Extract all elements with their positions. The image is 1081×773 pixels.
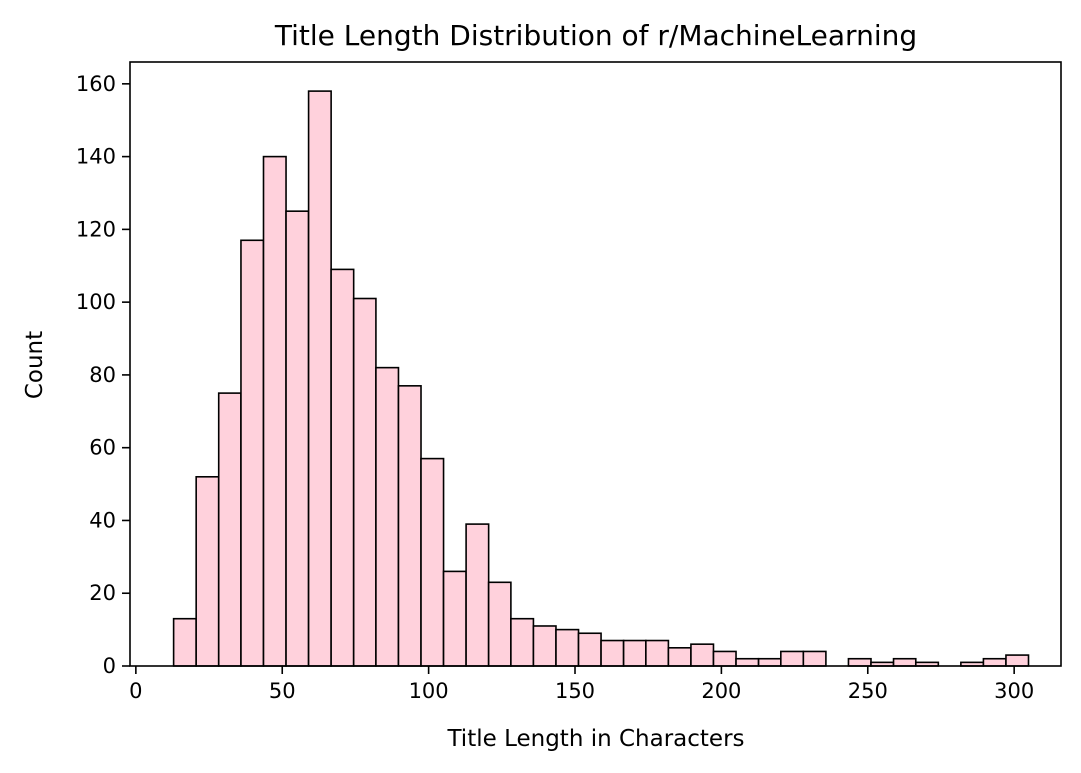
histogram-bar [622,639,647,667]
histogram-bar [330,268,355,667]
histogram-bar [757,657,782,667]
histogram-bar [397,385,422,667]
chart-title: Title Length Distribution of r/MachineLe… [274,19,917,52]
x-tick-label: 50 [269,679,296,703]
histogram-bar [532,625,557,667]
histogram-bar [285,210,310,667]
histogram-bar [217,392,242,667]
y-tick-label: 160 [76,72,116,96]
y-tick-label: 0 [103,654,116,678]
histogram-bar [487,581,512,667]
histogram-bar [352,297,377,667]
histogram-bar [577,632,602,667]
x-tick-label: 300 [994,679,1034,703]
histogram-bar [307,90,332,667]
plot-frame [129,61,1062,667]
histogram-bar [195,475,220,667]
x-tick-label: 200 [701,679,741,703]
histogram-bar [1005,654,1030,667]
histogram-bar [172,617,197,667]
x-axis: 0 50 100 150 200 250 300 [129,666,1034,703]
histogram-bar [892,657,917,667]
y-tick-label: 60 [89,436,116,460]
histogram-bar [375,366,400,667]
histogram-bar [555,628,580,667]
y-tick-label: 20 [89,581,116,605]
histogram-bar [442,570,467,667]
histogram-bar [690,643,715,667]
histogram-bar [847,657,872,667]
x-tick-label: 250 [848,679,888,703]
y-axis: 0 20 40 60 80 100 120 140 160 [76,72,130,678]
y-axis-title: Count [22,331,48,399]
x-tick-label: 150 [555,679,595,703]
histogram-bar [712,650,737,667]
histogram-bar [600,639,625,667]
y-tick-label: 100 [76,290,116,314]
histogram-bar [802,650,827,667]
histogram-bar [510,617,535,667]
y-tick-label: 140 [76,145,116,169]
histogram-bar [420,457,445,667]
histogram-bar [735,657,760,667]
y-tick-label: 40 [89,508,116,532]
y-tick-label: 120 [76,217,116,241]
x-axis-title: Title Length in Characters [446,726,744,752]
y-tick-label: 80 [89,363,116,387]
histogram-bar [645,639,670,667]
histogram-bar [982,657,1007,667]
histogram-bar [667,647,692,667]
histogram-bar [465,523,490,667]
bars-group [172,90,1030,667]
histogram-bar [240,239,265,667]
x-tick-label: 0 [129,679,142,703]
histogram-bar [780,650,805,667]
x-tick-label: 100 [409,679,449,703]
histogram-bar [262,155,287,667]
